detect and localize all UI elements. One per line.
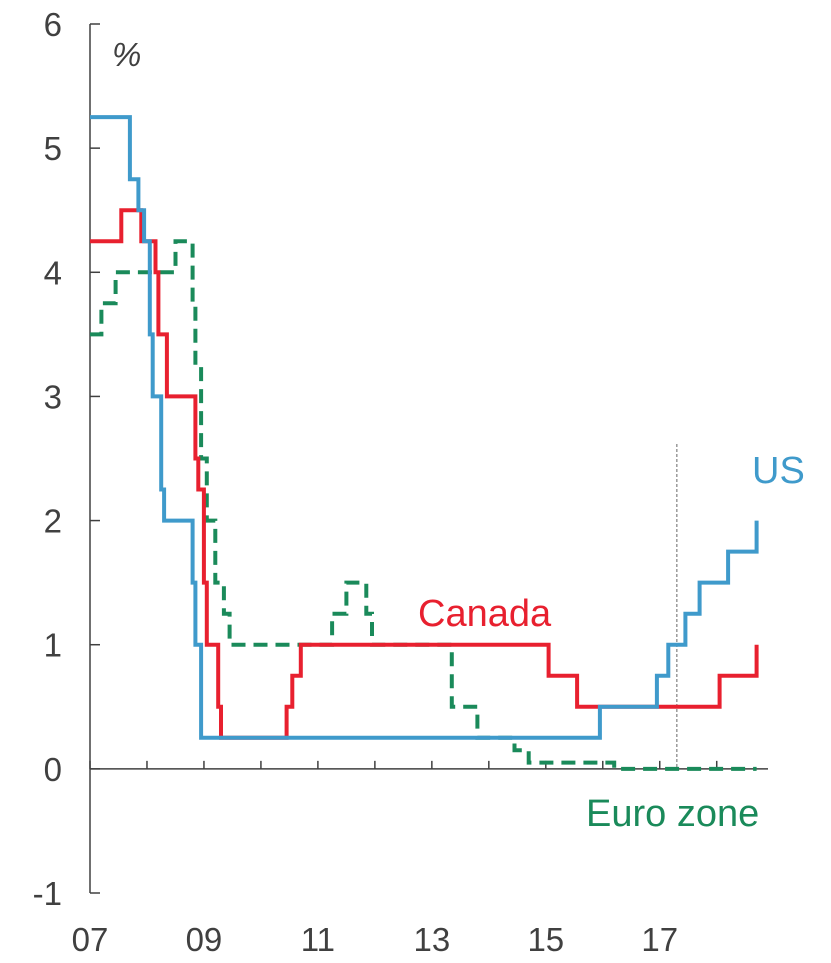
y-tick-label: 1 xyxy=(44,627,62,664)
series-line-canada xyxy=(90,208,759,740)
y-tick-label: 0 xyxy=(44,751,62,788)
y-tick-label: -1 xyxy=(33,875,62,912)
y-tick-label: 4 xyxy=(44,254,62,291)
unit-label: % xyxy=(112,36,141,73)
y-tick-label: 2 xyxy=(44,503,62,540)
series-label-us: US xyxy=(752,450,805,492)
series-line-euro-zone xyxy=(90,239,757,771)
series-label-euro-zone: Euro zone xyxy=(586,793,759,835)
y-ticks: -1 0 1 2 3 4 5 6 xyxy=(33,6,100,912)
x-tick-label: 09 xyxy=(186,921,223,958)
series-label-canada: Canada xyxy=(418,593,552,635)
x-tick-label: 11 xyxy=(301,921,335,958)
x-tick-label: 07 xyxy=(72,921,109,958)
x-tick-label: 15 xyxy=(527,921,564,958)
x-ticks: 07 09 11 13 15 17 xyxy=(72,760,718,958)
y-tick-label: 3 xyxy=(44,378,62,415)
y-tick-label: 6 xyxy=(44,6,62,43)
x-tick-label: 13 xyxy=(413,921,450,958)
axes xyxy=(89,24,768,893)
x-tick-label: 17 xyxy=(641,921,678,958)
series-line-us xyxy=(90,115,759,740)
series-layer xyxy=(90,115,759,771)
y-tick-label: 5 xyxy=(44,130,62,167)
